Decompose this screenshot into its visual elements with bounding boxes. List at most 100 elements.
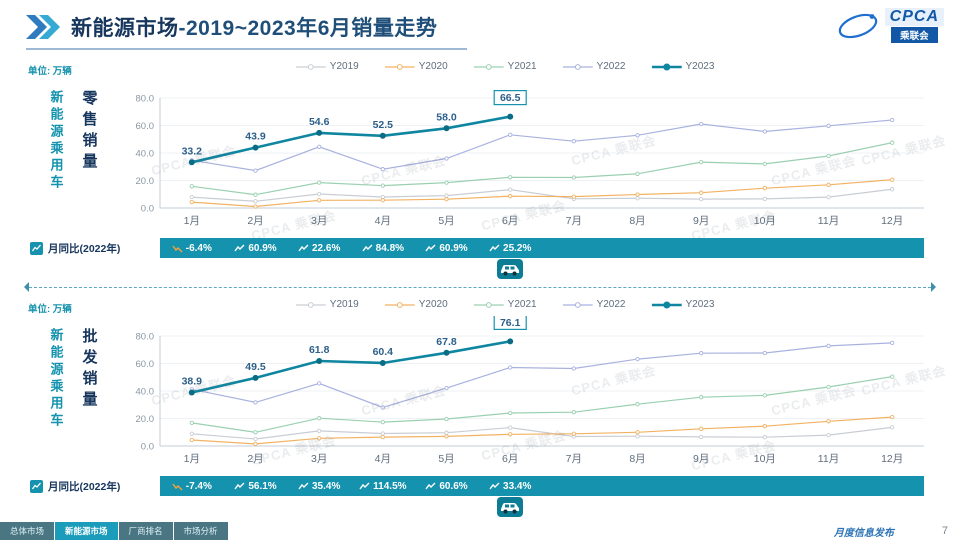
page-number: 7: [941, 525, 948, 537]
legend-item-y2023: Y2023: [651, 61, 714, 72]
svg-text:9月: 9月: [693, 215, 709, 227]
svg-text:80.0: 80.0: [136, 332, 155, 343]
double-chevron-icon: [26, 15, 60, 39]
svg-text:67.8: 67.8: [436, 336, 457, 348]
logo-abbr: CPCA: [884, 8, 944, 26]
yoy-cell-m12: [860, 238, 924, 258]
side-label-nev: 新能源乘用车: [48, 90, 64, 192]
svg-text:20.0: 20.0: [136, 414, 155, 425]
chart-icon: [30, 479, 43, 493]
yoy-row: 月同比(2022年) -6.4% 60.9% 22.6% 84.8% 60.9% 25.2…: [28, 238, 932, 279]
svg-text:1月: 1月: [184, 453, 200, 465]
svg-text:8月: 8月: [629, 453, 645, 465]
svg-text:80.0: 80.0: [136, 94, 155, 105]
svg-text:12月: 12月: [881, 215, 903, 227]
svg-text:38.9: 38.9: [182, 376, 203, 388]
tab-oem-ranking[interactable]: 厂商排名: [118, 522, 173, 540]
side-labels: 新能源乘用车 零售销量: [28, 78, 118, 236]
yoy-cell-m10: [733, 238, 797, 258]
svg-text:66.5: 66.5: [500, 92, 521, 104]
svg-text:2月: 2月: [247, 453, 263, 465]
svg-text:2月: 2月: [247, 215, 263, 227]
svg-text:0.0: 0.0: [141, 442, 154, 453]
yoy-bar: -6.4% 60.9% 22.6% 84.8% 60.9% 25.2%: [160, 238, 924, 279]
svg-text:5月: 5月: [438, 453, 454, 465]
unit-label: 单位: 万辆: [28, 66, 72, 77]
svg-text:60.0: 60.0: [136, 359, 155, 370]
svg-text:54.6: 54.6: [309, 116, 330, 128]
bottom-tabs: 总体市场 新能源市场 厂商排名 市场分析: [0, 522, 229, 540]
svg-text:6月: 6月: [502, 453, 518, 465]
yoy-cell-m11: [797, 238, 861, 258]
yoy-cell-m5: 60.9%: [415, 238, 479, 258]
yoy-label: 月同比(2022年): [28, 238, 160, 258]
yoy-cell-m10: [733, 476, 797, 496]
yoy-cell-m9: [669, 238, 733, 258]
svg-text:3月: 3月: [311, 215, 327, 227]
svg-text:40.0: 40.0: [136, 149, 155, 160]
retail-chart: 0.0 20.0 40.0 60.0 80.0 1月 2月 3月 4月 5月 6月 7月 8月 9月 10月…: [136, 90, 924, 227]
cpca-logo: CPCA 乘联会: [836, 8, 944, 43]
svg-text:43.9: 43.9: [245, 131, 266, 143]
yoy-cell-m4: 84.8%: [351, 238, 415, 258]
car-icon: [496, 497, 523, 522]
yoy-cell-m1: -6.4%: [160, 238, 224, 258]
svg-text:60.4: 60.4: [373, 346, 394, 358]
unit-label: 单位: 万辆: [28, 304, 72, 315]
yoy-cell-m2: 60.9%: [224, 238, 288, 258]
release-label: 月度信息发布: [833, 527, 894, 539]
svg-text:6月: 6月: [502, 215, 518, 227]
svg-text:3月: 3月: [311, 453, 327, 465]
yoy-cell-m3: 22.6%: [287, 238, 351, 258]
yoy-cell-m1: -7.4%: [160, 476, 224, 496]
yoy-label-text: 月同比(2022年): [48, 480, 121, 493]
car-icon: [496, 259, 523, 284]
yoy-cell-m12: [860, 476, 924, 496]
chart-icon: [30, 241, 43, 255]
yoy-cell-m7: [542, 476, 606, 496]
svg-text:12月: 12月: [881, 453, 903, 465]
svg-text:11月: 11月: [818, 215, 839, 227]
side-label-nev: 新能源乘用车: [48, 328, 64, 430]
svg-text:33.2: 33.2: [182, 145, 203, 157]
svg-text:40.0: 40.0: [136, 387, 155, 398]
title-main: 新能源市场: [71, 17, 179, 40]
title-block: 新能源市场-2019~2023年6月销量走势: [26, 12, 468, 50]
yoy-cell-m7: [542, 238, 606, 258]
side-label-wholesale: 批发销量: [80, 328, 98, 412]
svg-text:5月: 5月: [438, 215, 454, 227]
svg-text:49.5: 49.5: [245, 361, 266, 373]
svg-text:20.0: 20.0: [136, 176, 155, 187]
side-label-retail: 零售销量: [80, 90, 98, 174]
title-sub: -2019~2023年6月销量走势: [178, 17, 438, 40]
legend-item-y2019: Y2019: [295, 61, 359, 72]
wholesale-section: 单位: 万辆 Y2019 Y2020 Y2021 Y2022 Y2023 新能源乘用车 …: [28, 298, 932, 517]
legend-item-y2023: Y2023: [651, 299, 714, 310]
section-divider: [24, 282, 936, 292]
tab-market-analysis[interactable]: 市场分析: [173, 522, 228, 540]
svg-text:52.5: 52.5: [373, 119, 394, 131]
legend-item-y2022: Y2022: [562, 61, 625, 72]
tab-nev-market[interactable]: 新能源市场: [55, 522, 118, 540]
wholesale-chart: 0.0 20.0 40.0 60.0 80.0 1月 2月 3月 4月 5月 6月 7月 8月 9月 10月…: [136, 316, 924, 465]
yoy-cell-m2: 56.1%: [224, 476, 288, 496]
yoy-cell-m5: 60.6%: [415, 476, 479, 496]
yoy-row: 月同比(2022年) -7.4% 56.1% 35.4% 114.5% 60.6% 33.…: [28, 476, 932, 517]
svg-text:10月: 10月: [754, 215, 776, 227]
cpca-swoosh-icon: [838, 13, 877, 38]
yoy-cell-m9: [669, 476, 733, 496]
legend: Y2019 Y2020 Y2021 Y2022 Y2023: [295, 299, 714, 310]
yoy-cell-m3: 35.4%: [287, 476, 351, 496]
legend-item-y2020: Y2020: [384, 61, 448, 72]
svg-text:58.0: 58.0: [436, 111, 457, 123]
tab-overall-market[interactable]: 总体市场: [0, 522, 55, 540]
yoy-cell-m4: 114.5%: [351, 476, 415, 496]
svg-text:0.0: 0.0: [141, 204, 154, 215]
header: 新能源市场-2019~2023年6月销量走势 CPCA 乘联会: [0, 0, 960, 50]
yoy-cell-m6: 33.4%: [478, 476, 542, 496]
yoy-label: 月同比(2022年): [28, 476, 160, 496]
yoy-label-text: 月同比(2022年): [48, 242, 121, 255]
yoy-bar: -7.4% 56.1% 35.4% 114.5% 60.6% 33.4%: [160, 476, 924, 517]
side-labels: 新能源乘用车 批发销量: [28, 316, 118, 474]
